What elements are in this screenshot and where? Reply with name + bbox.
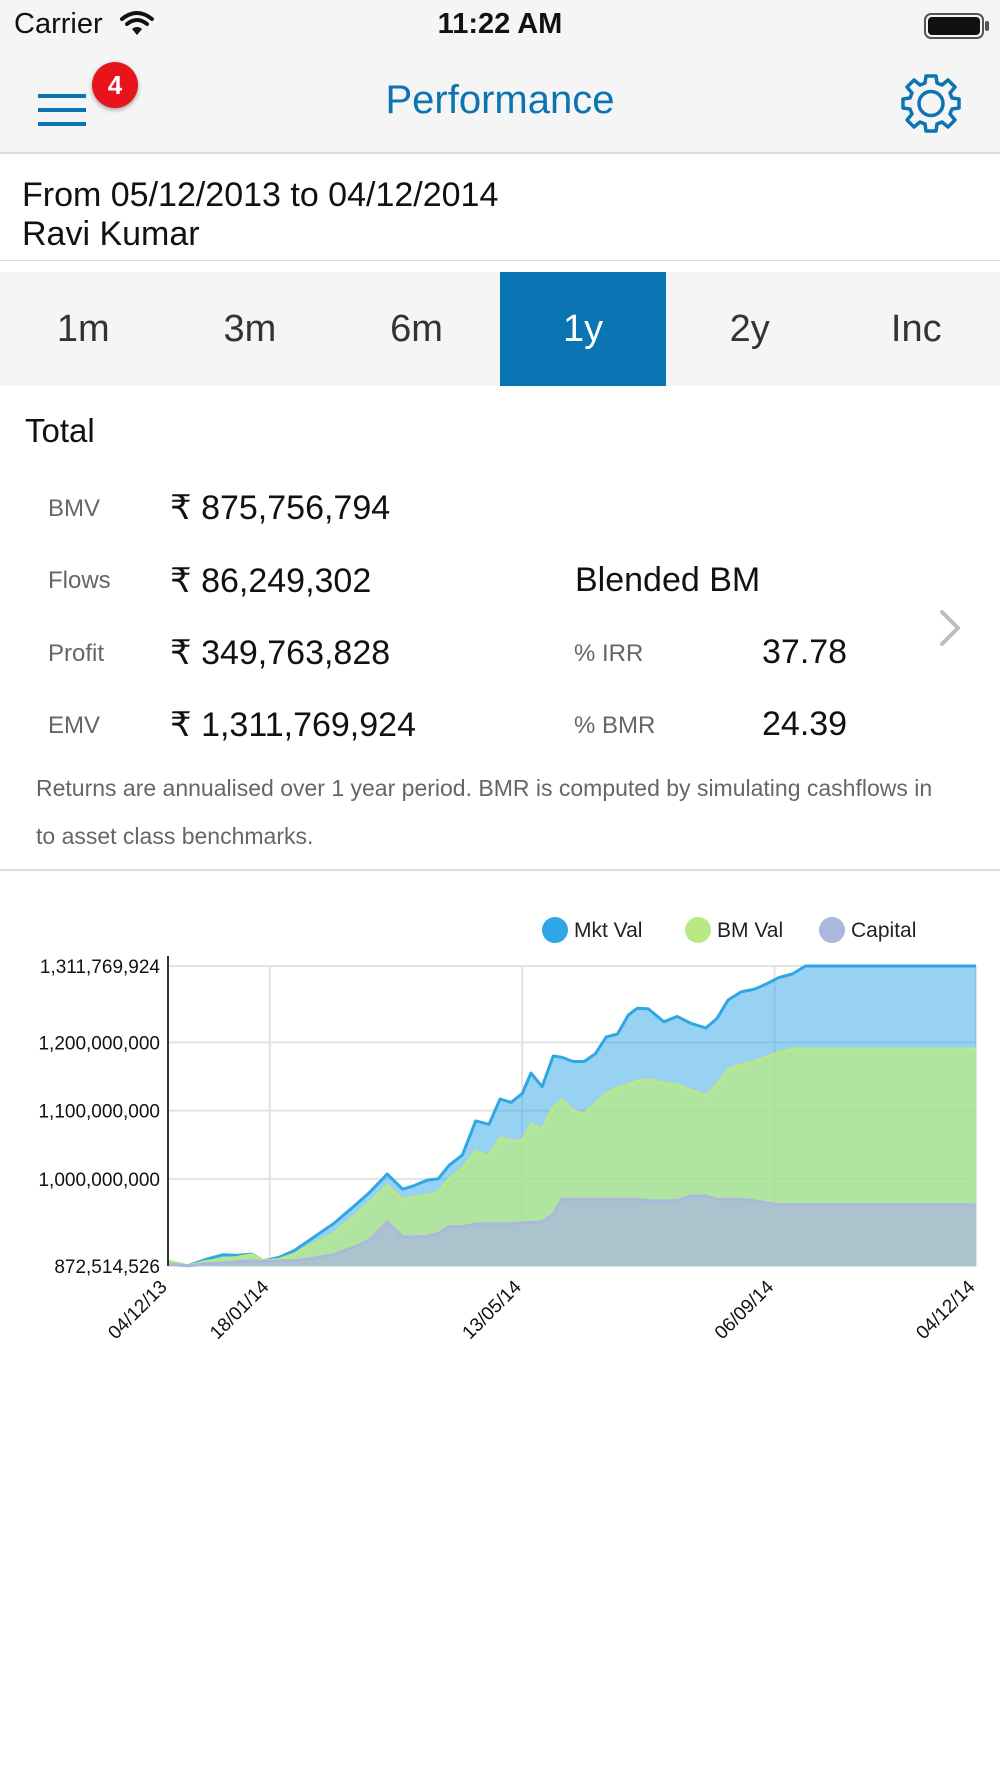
x-tick-label: 04/12/14	[912, 1276, 979, 1343]
status-bar: Carrier 11:22 AM	[0, 0, 1000, 52]
y-axis-ticks: 1,311,769,924 1,200,000,000 1,100,000,000 1…	[38, 957, 160, 1278]
capital-legend-label: Capital	[851, 919, 916, 942]
chart-legend: Mkt Val BM Val Capital	[542, 917, 916, 943]
x-axis-ticks: 04/12/13 18/01/14 13/05/14 06/09/14 04/12/14	[104, 1276, 979, 1343]
page-title: Performance	[385, 78, 615, 122]
y-tick-label: 1,100,000,000	[38, 1102, 160, 1123]
client-name: Ravi Kumar	[22, 215, 200, 253]
flows-value: ₹ 86,249,302	[170, 562, 372, 600]
flows-label: Flows	[48, 567, 111, 594]
tab-2y[interactable]: 2y	[729, 307, 770, 350]
wifi-icon	[120, 10, 154, 41]
bmr-value: 24.39	[762, 705, 848, 743]
x-tick-label: 04/12/13	[104, 1277, 171, 1344]
irr-label: % IRR	[574, 640, 644, 667]
x-tick-label: 06/09/14	[711, 1276, 778, 1343]
x-tick-label: 13/05/14	[459, 1276, 526, 1343]
y-tick-label: 1,311,769,924	[40, 957, 161, 978]
battery-icon	[924, 12, 990, 45]
benchmark-title: Blended BM	[575, 561, 761, 599]
performance-area-chart: 1,311,769,924 1,200,000,000 1,100,000,000 1…	[38, 917, 980, 1344]
tab-6m[interactable]: 6m	[390, 307, 443, 350]
profit-value: ₹ 349,763,828	[170, 634, 391, 672]
mkt-val-line	[167, 964, 976, 1268]
navigation-bar: 4 Performance	[0, 52, 1000, 154]
gear-icon	[901, 74, 961, 133]
mkt-val-legend-label: Mkt Val	[574, 919, 642, 942]
menu-button[interactable]	[30, 74, 100, 134]
returns-note: Returns are annualised over 1 year perio…	[36, 775, 933, 849]
irr-value: 37.78	[762, 633, 848, 671]
y-tick-label: 1,200,000,000	[38, 1033, 160, 1054]
bm-val-legend-label: BM Val	[717, 919, 783, 942]
bmv-value: ₹ 875,756,794	[170, 489, 391, 527]
divider	[0, 869, 1000, 871]
tab-1y[interactable]: 1y	[499, 272, 667, 386]
bm-val-line	[167, 1047, 976, 1268]
summary-heading: Total	[25, 412, 95, 449]
emv-label: EMV	[48, 712, 101, 739]
tab-1m[interactable]: 1m	[56, 307, 110, 350]
profit-label: Profit	[48, 640, 105, 667]
chevron-right-icon[interactable]	[936, 606, 964, 655]
x-tick-label: 18/01/14	[206, 1276, 273, 1343]
y-tick-label: 1,000,000,000	[38, 1170, 160, 1191]
mkt-val-legend-swatch	[542, 917, 568, 943]
clock: 11:22 AM	[437, 8, 563, 40]
divider	[0, 260, 1000, 261]
bm-val-legend-swatch	[685, 917, 711, 943]
settings-button[interactable]	[898, 70, 964, 136]
bmr-label: % BMR	[574, 712, 656, 739]
tab-3m[interactable]: 3m	[223, 307, 277, 350]
capital-area	[168, 1196, 976, 1266]
capital-legend-swatch	[819, 917, 845, 943]
hamburger-menu-icon	[38, 94, 86, 126]
emv-value: ₹ 1,311,769,924	[170, 706, 416, 744]
chart-areas	[167, 964, 976, 1268]
carrier-label: Carrier	[14, 8, 103, 40]
bmv-label: BMV	[48, 495, 101, 522]
y-tick-label: 872,514,526	[54, 1257, 160, 1278]
notification-badge: 4	[92, 62, 138, 108]
capital-line	[167, 1194, 976, 1268]
period-tabs: 1m 3m 6m 1y 2y Inc	[0, 272, 1000, 386]
tab-inc[interactable]: Inc	[890, 307, 942, 350]
date-range-label: From 05/12/2013 to 04/12/2014	[22, 176, 499, 214]
